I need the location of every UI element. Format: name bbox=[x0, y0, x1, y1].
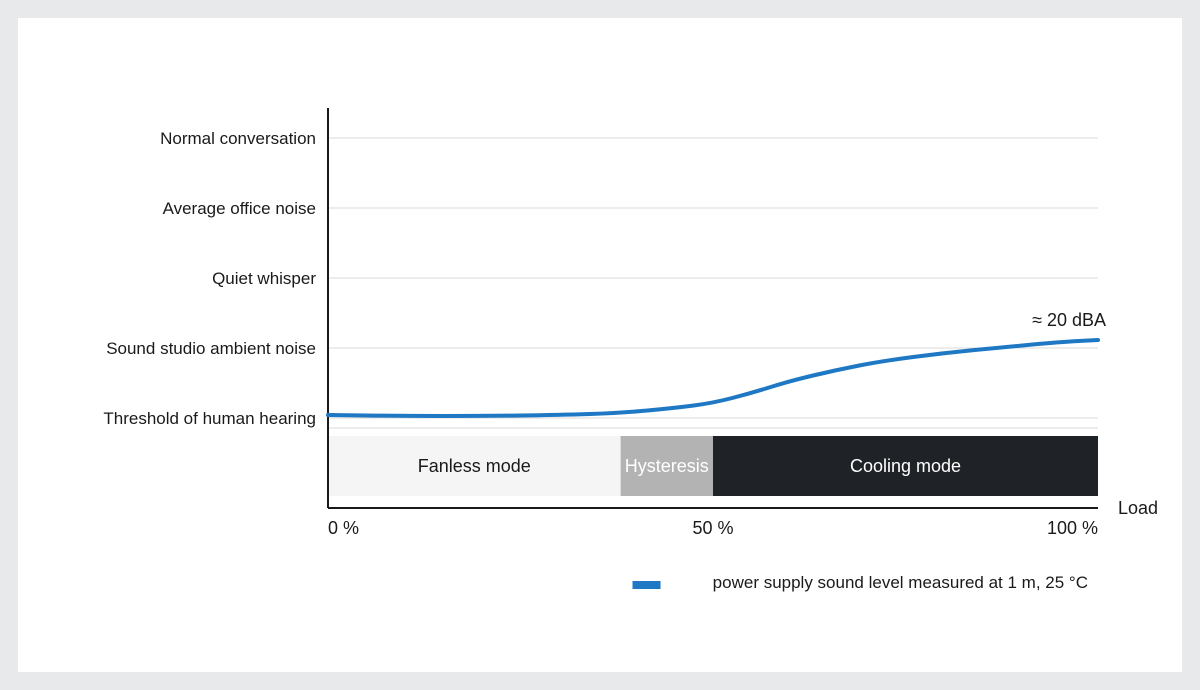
y-axis-label: Threshold of human hearing bbox=[103, 409, 316, 428]
y-axis-label: Sound studio ambient noise bbox=[106, 339, 316, 358]
legend-swatch bbox=[633, 581, 661, 589]
x-tick-label: 0 % bbox=[328, 518, 359, 538]
x-tick-label: 100 % bbox=[1047, 518, 1098, 538]
sound-level-chart: Normal conversation Average office noise Q… bbox=[78, 78, 1122, 632]
y-axis-label: Quiet whisper bbox=[212, 269, 316, 288]
chart-card: Normal conversation Average office noise Q… bbox=[18, 18, 1182, 672]
legend-label: power supply sound level measured at 1 m… bbox=[713, 573, 1088, 592]
x-axis-title: Load bbox=[1118, 498, 1158, 518]
mode-band-label: Fanless mode bbox=[418, 456, 531, 476]
mode-band-label: Cooling mode bbox=[850, 456, 961, 476]
mode-band-label: Hysteresis bbox=[625, 456, 709, 476]
sound-level-curve bbox=[328, 340, 1098, 416]
y-axis-label: Normal conversation bbox=[160, 129, 316, 148]
y-axis-label: Average office noise bbox=[163, 199, 316, 218]
curve-end-annotation: ≈ 20 dBA bbox=[1032, 310, 1106, 330]
x-tick-label: 50 % bbox=[692, 518, 733, 538]
